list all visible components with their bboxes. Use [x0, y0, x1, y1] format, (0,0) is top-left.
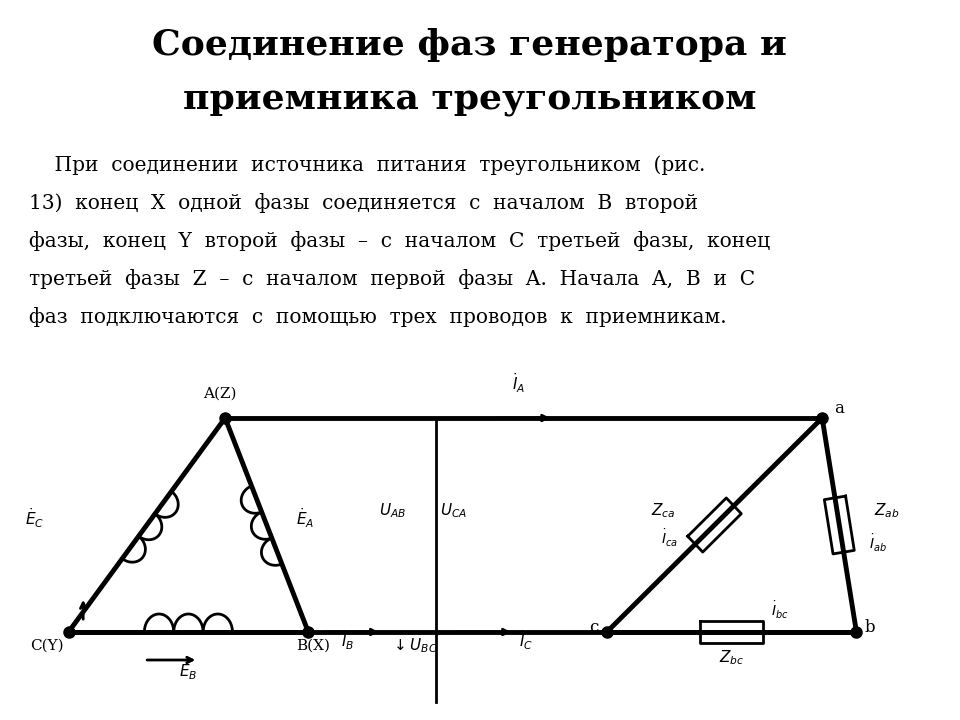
Text: A(Z): A(Z)	[204, 387, 237, 401]
Text: $\dot{I}_C$: $\dot{I}_C$	[518, 628, 533, 652]
Text: $\dot{E}_B$: $\dot{E}_B$	[180, 658, 198, 682]
Text: a: a	[834, 400, 844, 417]
Text: $\dot{E}_A$: $\dot{E}_A$	[296, 506, 315, 530]
Text: $Z_{ca}$: $Z_{ca}$	[651, 501, 675, 520]
Text: $Z_{ab}$: $Z_{ab}$	[874, 501, 900, 520]
Text: c: c	[589, 619, 599, 636]
Text: третьей  фазы  Z  –  с  началом  первой  фазы  A.  Начала  A,  B  и  C: третьей фазы Z – с началом первой фазы A…	[30, 269, 756, 289]
Text: При  соединении  источника  питания  треугольником  (рис.: При соединении источника питания треугол…	[30, 155, 706, 175]
Text: $\dot{I}_{ca}$: $\dot{I}_{ca}$	[660, 528, 678, 549]
Text: $U_{AB}$: $U_{AB}$	[379, 501, 406, 520]
Text: $U_{CA}$: $U_{CA}$	[441, 501, 468, 520]
Text: $\dot{E}_C$: $\dot{E}_C$	[25, 506, 44, 530]
Text: $Z_{bc}$: $Z_{bc}$	[719, 648, 744, 667]
Text: $\dot{I}_{bc}$: $\dot{I}_{bc}$	[771, 600, 788, 621]
Text: приемника треугольником: приемника треугольником	[183, 83, 756, 117]
Text: 13)  конец  X  одной  фазы  соединяется  с  началом  B  второй: 13) конец X одной фазы соединяется с нач…	[30, 193, 699, 213]
Text: C(Y): C(Y)	[30, 639, 63, 653]
Text: фаз  подключаются  с  помощью  трех  проводов  к  приемникам.: фаз подключаются с помощью трех проводов…	[30, 307, 727, 327]
Text: $\downarrow U_{BC}$: $\downarrow U_{BC}$	[391, 636, 438, 654]
Text: $\dot{I}_B$: $\dot{I}_B$	[341, 628, 354, 652]
Text: $\dot{I}_{ab}$: $\dot{I}_{ab}$	[869, 534, 887, 554]
Text: b: b	[864, 619, 875, 636]
Text: $\dot{I}_A$: $\dot{I}_A$	[512, 371, 525, 395]
Text: B(X): B(X)	[297, 639, 330, 653]
Text: фазы,  конец  Y  второй  фазы  –  с  началом  C  третьей  фазы,  конец: фазы, конец Y второй фазы – с началом C …	[30, 231, 771, 251]
Text: Соединение фаз генератора и: Соединение фаз генератора и	[153, 28, 787, 62]
